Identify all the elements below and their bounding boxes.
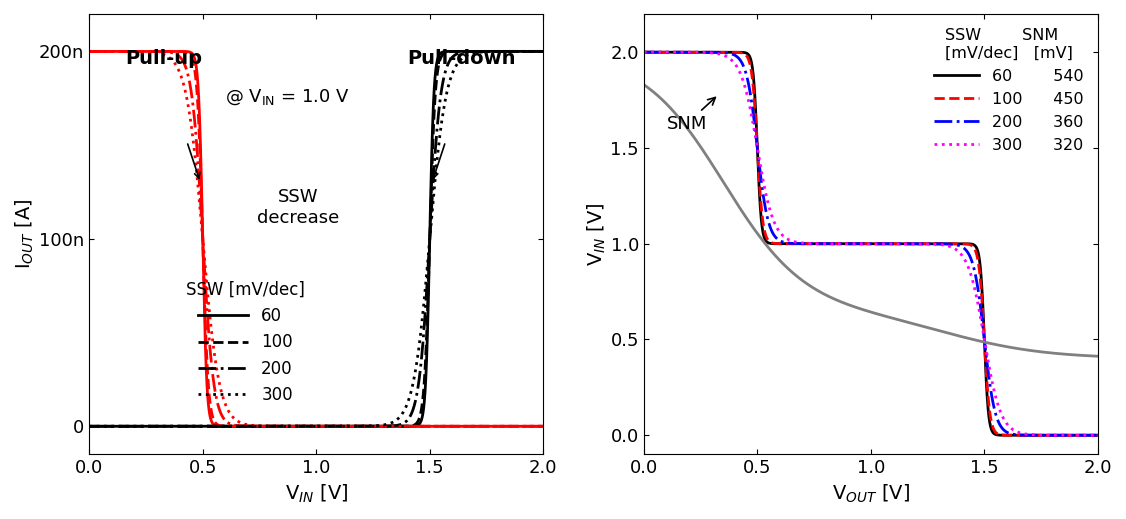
Text: Pull-down: Pull-down: [406, 49, 516, 68]
X-axis label: V$_{IN}$ [V]: V$_{IN}$ [V]: [285, 483, 348, 505]
Y-axis label: I$_{OUT}$ [A]: I$_{OUT}$ [A]: [14, 199, 36, 269]
Text: SNM: SNM: [667, 98, 715, 133]
Legend: 60        540, 100      450, 200      360, 300      320: 60 540, 100 450, 200 360, 300 320: [928, 22, 1090, 159]
X-axis label: V$_{OUT}$ [V]: V$_{OUT}$ [V]: [832, 483, 910, 505]
Text: Pull-up: Pull-up: [125, 49, 203, 68]
Legend: 60, 100, 200, 300: 60, 100, 200, 300: [179, 274, 312, 411]
Text: SSW
decrease: SSW decrease: [257, 188, 339, 227]
Text: @ V$_\mathregular{IN}$ = 1.0 V: @ V$_\mathregular{IN}$ = 1.0 V: [225, 88, 350, 107]
Y-axis label: V$_{IN}$ [V]: V$_{IN}$ [V]: [586, 202, 608, 266]
